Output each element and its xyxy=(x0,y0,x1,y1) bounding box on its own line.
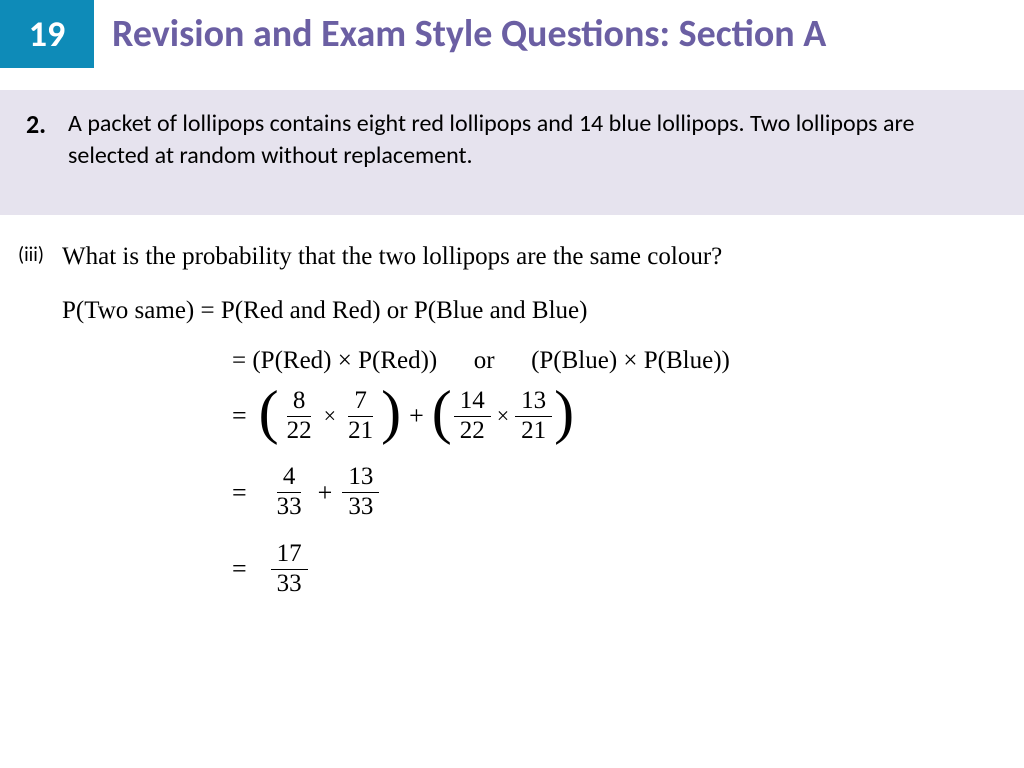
fraction: 14 22 xyxy=(454,387,491,446)
line2-post: (P(Blue) × P(Blue)) xyxy=(531,347,730,374)
equals-sign: = xyxy=(232,401,247,431)
fraction: 8 22 xyxy=(281,387,318,446)
fraction: 13 21 xyxy=(515,387,552,446)
chapter-number-box: 19 xyxy=(0,0,94,68)
equals-sign: = xyxy=(232,554,247,584)
fraction: 7 21 xyxy=(342,387,379,446)
paren-open: ( xyxy=(259,391,279,433)
working-line-3: = ( 8 22 × 7 21 ) + ( 14 22 × 13 21 ) xyxy=(232,387,994,446)
question-text: A packet of lollipops contains eight red… xyxy=(68,108,994,173)
part-label: (iii) xyxy=(18,243,62,267)
content-area: (iii) What is the probability that the t… xyxy=(0,215,1024,617)
times-sign: × xyxy=(324,403,336,429)
header-bar: 19 Revision and Exam Style Questions: Se… xyxy=(0,0,1024,68)
chapter-number: 19 xyxy=(29,12,66,56)
working-line-5: = 17 33 xyxy=(232,540,994,599)
plus-sign: + xyxy=(409,401,424,431)
working-line-2: = (P(Red) × P(Red)) or (P(Blue) × P(Blue… xyxy=(232,347,994,375)
times-sign: × xyxy=(497,403,509,429)
question-number: 2. xyxy=(26,108,66,140)
plus-sign: + xyxy=(318,478,333,508)
line2-or: or xyxy=(474,347,495,374)
part-question: What is the probability that the two lol… xyxy=(62,243,994,271)
line2-pre: = (P(Red) × P(Red)) xyxy=(232,347,437,374)
fraction-result: 17 33 xyxy=(271,540,308,599)
working-line-1: P(Two same) = P(Red and Red) or P(Blue a… xyxy=(62,297,994,325)
paren-close: ) xyxy=(381,391,401,433)
fraction: 13 33 xyxy=(342,463,379,522)
fraction: 4 33 xyxy=(271,463,308,522)
paren-close: ) xyxy=(554,391,574,433)
page-title: Revision and Exam Style Questions: Secti… xyxy=(112,11,826,57)
paren-open: ( xyxy=(432,391,452,433)
part-body: What is the probability that the two lol… xyxy=(62,243,994,617)
working-line-4: = 4 33 + 13 33 xyxy=(232,463,994,522)
equals-sign: = xyxy=(232,478,247,508)
question-box: 2. A packet of lollipops contains eight … xyxy=(0,90,1024,215)
